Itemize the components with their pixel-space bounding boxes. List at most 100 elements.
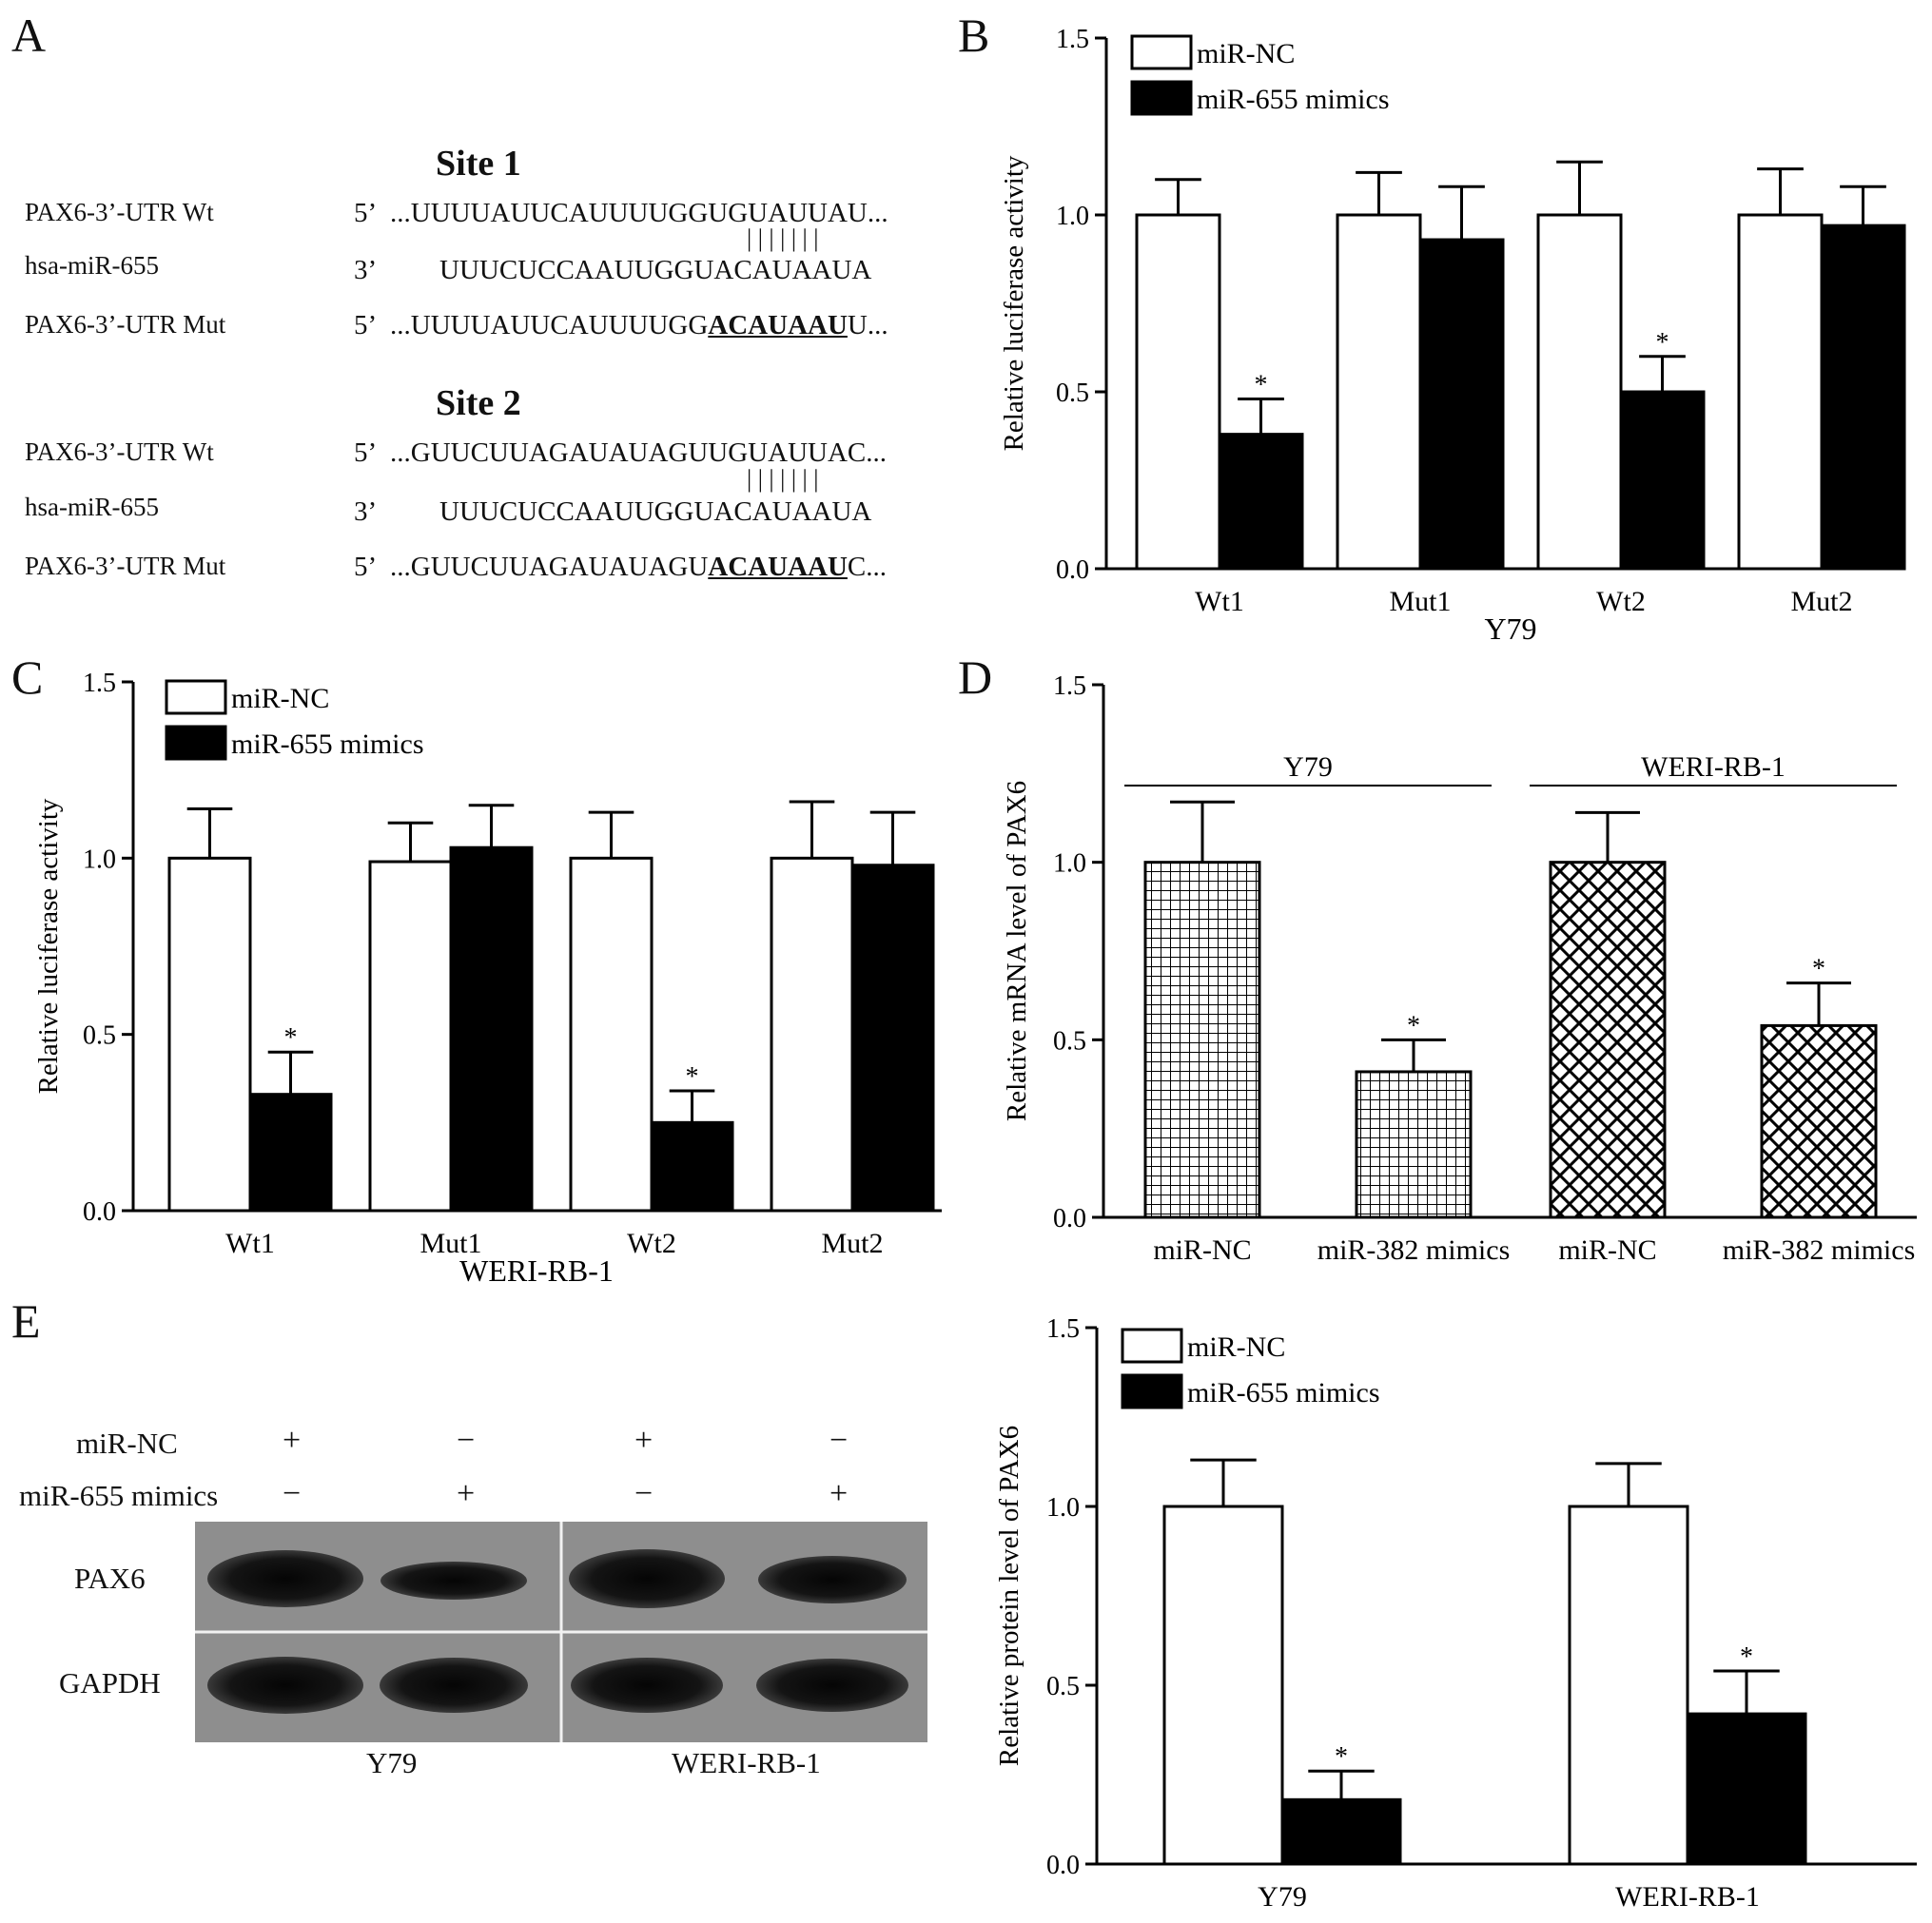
- pax6-band-lane2: [381, 1562, 527, 1600]
- bar: [1280, 1797, 1402, 1866]
- site2-mut-end: 5’: [354, 552, 378, 582]
- x-tick-label: Wt1: [1195, 586, 1244, 617]
- panel-label-b: B: [958, 9, 990, 62]
- y-axis-label: Relative luciferase activity: [999, 155, 1029, 451]
- bar: [1760, 1023, 1878, 1219]
- bar: [1336, 213, 1422, 571]
- y-tick-label: 0.0: [1046, 1851, 1080, 1880]
- legend-label: miR-NC: [1197, 38, 1295, 69]
- bar: [1686, 1712, 1807, 1866]
- blot-cell-label-y79: Y79: [366, 1746, 418, 1779]
- site2-wt-end: 5’: [354, 437, 378, 468]
- group-label: WERI-RB-1: [1641, 751, 1786, 783]
- blot-image: [195, 1522, 927, 1742]
- bar: [368, 860, 453, 1213]
- bar: [650, 1120, 734, 1213]
- site2-mir-label: hsa-miR-655: [25, 493, 159, 521]
- x-tick-label: Mut2: [821, 1228, 883, 1259]
- blot-sign: +: [283, 1423, 302, 1458]
- band-label-gapdh: GAPDH: [59, 1666, 161, 1700]
- x-tick-label: miR-382 mimics: [1723, 1234, 1916, 1266]
- blot-sign: −: [829, 1423, 849, 1458]
- y-tick-label: 1.0: [1046, 1493, 1080, 1523]
- legend-label: miR-655 mimics: [231, 728, 424, 760]
- site1-wt-label: PAX6-3’-UTR Wt: [25, 198, 214, 226]
- site1-wt-end: 5’: [354, 198, 378, 228]
- x-tick-label: WERI-RB-1: [1615, 1881, 1760, 1913]
- blot-sign: +: [829, 1476, 849, 1511]
- y-axis-label: Relative protein level of PAX6: [994, 1426, 1025, 1766]
- legend-label: miR-655 mimics: [1187, 1377, 1380, 1408]
- panel-label-e: E: [11, 1294, 41, 1348]
- x-axis-label: Y79: [1484, 612, 1536, 646]
- bar: [1820, 223, 1906, 571]
- bar: [1737, 213, 1824, 571]
- bar: [1143, 861, 1261, 1219]
- blot-sign: −: [283, 1476, 302, 1511]
- legend-swatch: [1121, 1328, 1183, 1364]
- site2-mir-seq: UUUCUCCAAUUGGUACAUAAUA: [439, 496, 872, 527]
- site2-mut-seq: ...GUUCUUAGAUAUAGUACAUAAUC...: [390, 552, 887, 582]
- bar: [1355, 1070, 1473, 1219]
- x-axis-label: WERI-RB-1: [459, 1253, 614, 1288]
- legend-label: miR-NC: [1187, 1331, 1285, 1363]
- y-tick-label: 0.5: [1056, 379, 1089, 408]
- x-tick-label: miR-382 mimics: [1317, 1234, 1511, 1266]
- blot-row-label-mir-655: miR-655 mimics: [19, 1479, 219, 1512]
- panel-label-c: C: [11, 651, 44, 704]
- bar: [248, 1093, 333, 1213]
- site1-mut-label: PAX6-3’-UTR Mut: [25, 310, 226, 339]
- legend-swatch: [1121, 1373, 1183, 1409]
- chart-c-luciferase-weri: 0.0 0.5 1.0 1.5 Relative luciferase activity…: [33, 669, 942, 1288]
- significance-star: *: [1740, 1642, 1753, 1672]
- x-tick-label: Mut1: [420, 1228, 481, 1259]
- y-tick-label: 1.5: [83, 669, 116, 698]
- site2-mir-end: 3’: [354, 496, 378, 527]
- blot-sign: −: [634, 1476, 654, 1511]
- y-tick-label: 1.5: [1056, 25, 1089, 54]
- pax6-band-lane1: [207, 1550, 363, 1607]
- site1-wt-seq: ...UUUUAUUCAUUUUGGUGUAUUAU...: [390, 198, 888, 228]
- legend-label: miR-NC: [231, 683, 329, 714]
- significance-star: *: [1255, 370, 1268, 399]
- bar: [1536, 213, 1623, 571]
- y-tick-label: 1.0: [1053, 849, 1086, 879]
- y-tick-label: 0.5: [83, 1021, 116, 1051]
- bar: [770, 856, 854, 1213]
- y-tick-label: 0.5: [1053, 1026, 1086, 1056]
- group-label: Y79: [1283, 751, 1333, 783]
- gapdh-band-lane4: [756, 1659, 908, 1712]
- site1-mir-label: hsa-miR-655: [25, 251, 159, 280]
- chart-d-mrna-pax6: 0.0 0.5 1.0 1.5 Relative mRNA level of PAX6 m…: [1002, 671, 1917, 1266]
- panel-label-d: D: [958, 651, 993, 704]
- bar: [1568, 1505, 1689, 1866]
- y-tick-label: 1.0: [1056, 202, 1089, 231]
- legend-swatch: [165, 725, 227, 761]
- y-tick-label: 1.5: [1046, 1314, 1080, 1344]
- x-tick-label: Wt2: [1596, 586, 1646, 617]
- site1-pairing-lines: | | | | | | |: [747, 224, 819, 252]
- site1-mir-end: 3’: [354, 255, 378, 285]
- y-axis-label: Relative luciferase activity: [33, 798, 64, 1094]
- gapdh-band-lane3: [571, 1658, 723, 1713]
- y-tick-label: 1.5: [1053, 671, 1086, 701]
- significance-star: *: [1407, 1011, 1420, 1040]
- bar: [449, 845, 534, 1213]
- bar: [167, 856, 252, 1213]
- bar: [850, 864, 935, 1213]
- significance-star: *: [686, 1062, 699, 1092]
- x-tick-label: Mut1: [1389, 586, 1451, 617]
- chart-b-luciferase-y79: 0.0 0.5 1.0 1.5 Relative luciferase activity…: [999, 25, 1906, 646]
- y-tick-label: 0.0: [83, 1197, 116, 1227]
- pax6-band-lane4: [758, 1556, 907, 1603]
- site1-mir-seq: UUUCUCCAAUUGGUACAUAAUA: [439, 255, 872, 285]
- significance-star: *: [1656, 328, 1669, 358]
- legend-swatch: [1130, 80, 1193, 116]
- bar: [1549, 861, 1667, 1219]
- y-tick-label: 0.5: [1046, 1672, 1080, 1701]
- significance-star: *: [284, 1023, 298, 1053]
- x-tick-label: miR-NC: [1558, 1234, 1656, 1266]
- significance-star: *: [1812, 955, 1825, 984]
- site1-title: Site 1: [436, 144, 521, 184]
- site1-mut-region: ACAUAAU: [708, 310, 848, 340]
